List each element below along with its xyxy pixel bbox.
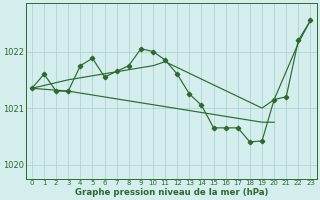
X-axis label: Graphe pression niveau de la mer (hPa): Graphe pression niveau de la mer (hPa): [75, 188, 268, 197]
